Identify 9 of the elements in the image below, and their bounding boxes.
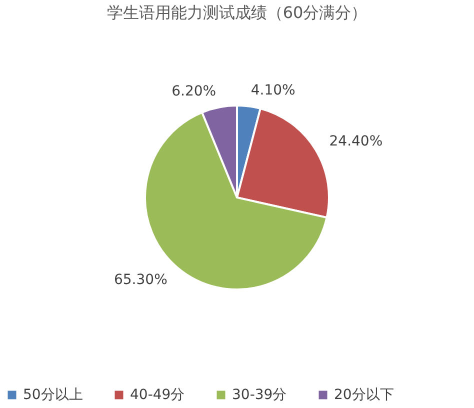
data-label: 4.10% (250, 82, 296, 98)
legend-label: 20分以下 (334, 387, 394, 403)
legend-label: 40-49分 (130, 387, 185, 403)
legend-label: 30-39分 (232, 387, 287, 403)
data-label: 65.30% (114, 272, 168, 288)
data-label: 24.40% (329, 133, 383, 150)
data-label: 6.20% (172, 84, 216, 100)
chart-title: 学生语用能力测试成绩（60分满分） (106, 3, 368, 22)
legend-label: 50分以上 (23, 387, 83, 403)
